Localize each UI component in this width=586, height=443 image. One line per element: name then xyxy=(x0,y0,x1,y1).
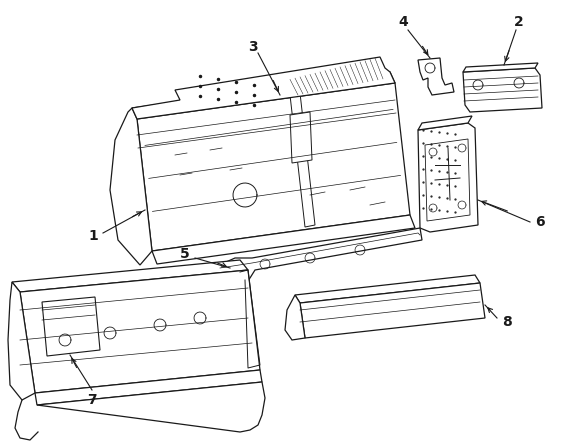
Polygon shape xyxy=(12,260,248,292)
Polygon shape xyxy=(42,297,100,356)
Polygon shape xyxy=(110,108,152,265)
Polygon shape xyxy=(20,270,260,393)
Text: 5: 5 xyxy=(180,247,190,261)
Polygon shape xyxy=(132,72,395,119)
Text: 1: 1 xyxy=(88,229,98,243)
Polygon shape xyxy=(285,295,305,340)
Text: 4: 4 xyxy=(398,15,408,29)
Polygon shape xyxy=(463,63,538,72)
Text: 6: 6 xyxy=(535,215,545,229)
Polygon shape xyxy=(463,68,542,112)
Polygon shape xyxy=(213,228,422,295)
Polygon shape xyxy=(295,275,480,303)
Text: 7: 7 xyxy=(87,393,97,407)
Polygon shape xyxy=(152,215,415,264)
Polygon shape xyxy=(425,139,470,221)
Polygon shape xyxy=(37,382,265,432)
Polygon shape xyxy=(418,123,478,232)
Text: 8: 8 xyxy=(502,315,512,329)
Polygon shape xyxy=(418,116,472,130)
Text: 2: 2 xyxy=(514,15,524,29)
Polygon shape xyxy=(290,93,315,227)
Polygon shape xyxy=(8,282,35,400)
Polygon shape xyxy=(35,370,262,405)
Polygon shape xyxy=(418,58,454,95)
Polygon shape xyxy=(300,283,485,338)
Text: 3: 3 xyxy=(248,40,258,54)
Polygon shape xyxy=(137,83,410,251)
Polygon shape xyxy=(290,112,312,163)
Polygon shape xyxy=(132,57,395,119)
